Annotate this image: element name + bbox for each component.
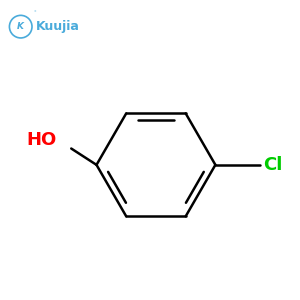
Text: Cl: Cl — [263, 156, 282, 174]
Text: Kuujia: Kuujia — [36, 20, 80, 33]
Text: K: K — [17, 22, 24, 31]
Text: HO: HO — [27, 130, 57, 148]
Text: °: ° — [34, 11, 36, 15]
